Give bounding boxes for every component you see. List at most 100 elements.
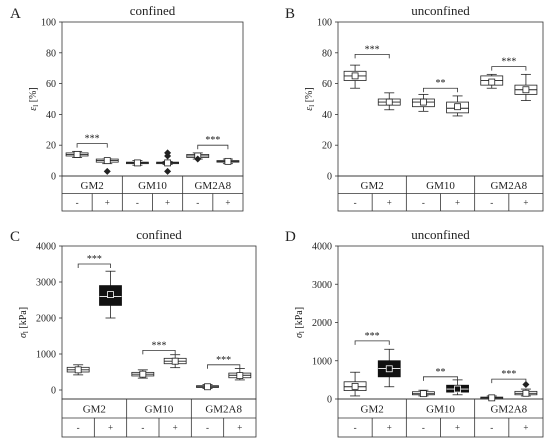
box-gm10-minus	[131, 369, 155, 379]
significance-bracket	[354, 53, 390, 59]
condition-label: -	[136, 197, 139, 207]
group-label: GM2	[361, 404, 384, 416]
y-axis-label: σl [kPa]	[18, 307, 30, 338]
panel-title: confined	[130, 3, 176, 18]
y-tick-label: 4000	[312, 242, 332, 253]
y-tick-label: 60	[46, 79, 56, 90]
significance-label: ***	[216, 355, 231, 366]
panel-letter: C	[10, 229, 20, 245]
box-gm10-minus	[412, 389, 435, 398]
box-gm2a8-minus	[186, 152, 210, 163]
box-gm2-plus	[377, 92, 401, 111]
significance-bracket	[207, 364, 241, 369]
significance-bracket	[423, 376, 458, 381]
condition-label: +	[105, 197, 110, 207]
mean-marker	[103, 157, 111, 165]
mean-marker	[454, 103, 461, 111]
group-label: GM2	[83, 404, 106, 416]
condition-label: -	[354, 197, 357, 207]
box-gm2a8-minus	[196, 383, 219, 391]
group-label: GM2A8	[194, 180, 231, 192]
y-tick-label: 80	[322, 48, 332, 59]
box-gm10-plus	[446, 95, 469, 117]
panel-title: confined	[136, 227, 182, 242]
significance-bracket	[423, 87, 458, 93]
condition-label: +	[237, 423, 242, 433]
mean-marker	[420, 98, 427, 106]
y-tick-label: 60	[322, 79, 332, 90]
outlier-marker	[522, 380, 530, 388]
significance-bracket	[491, 66, 527, 71]
significance-label: ***	[205, 135, 220, 146]
box-gm10-minus	[126, 159, 149, 167]
significance-label: ***	[365, 44, 380, 55]
mean-marker	[204, 383, 211, 391]
y-axis-label: σl [kPa]	[294, 307, 306, 338]
mean-marker	[454, 385, 461, 393]
y-tick-label: 0	[51, 386, 56, 397]
y-tick-label: 1000	[312, 356, 332, 367]
condition-label: -	[206, 423, 209, 433]
condition-label: +	[387, 423, 392, 433]
mean-marker	[488, 394, 496, 402]
condition-label: -	[76, 197, 79, 207]
box-gm2-minus	[343, 371, 367, 397]
mean-marker	[139, 370, 147, 378]
mean-marker	[74, 366, 82, 374]
outlier-marker	[164, 167, 172, 175]
significance-label: ***	[501, 57, 516, 68]
y-axis-label: εl [%]	[304, 87, 316, 110]
mean-marker	[488, 78, 496, 86]
mean-marker	[351, 382, 359, 390]
box-gm2a8-plus	[514, 73, 538, 101]
condition-label: +	[523, 423, 528, 433]
y-tick-label: 40	[46, 110, 56, 121]
condition-label: -	[354, 423, 357, 433]
y-tick-label: 2000	[36, 314, 56, 325]
box-gm2a8-plus	[216, 157, 240, 165]
box-gm2-minus	[66, 364, 90, 376]
box-gm2-plus	[377, 348, 401, 388]
mean-marker	[385, 365, 393, 373]
significance-bracket	[77, 263, 111, 268]
y-tick-label: 4000	[36, 242, 56, 253]
mean-marker	[351, 72, 359, 80]
box-gm10-plus	[446, 379, 469, 396]
group-label: GM2A8	[205, 404, 242, 416]
mean-marker	[107, 291, 114, 299]
significance-bracket	[197, 144, 229, 150]
significance-label: ***	[152, 340, 167, 351]
condition-label: -	[490, 423, 493, 433]
condition-label: +	[455, 423, 460, 433]
box-gm2-plus	[99, 270, 122, 319]
condition-label: -	[490, 197, 493, 207]
condition-label: -	[422, 197, 425, 207]
mean-marker	[171, 357, 179, 365]
y-tick-label: 0	[327, 172, 332, 183]
y-tick-label: 100	[317, 18, 332, 29]
significance-label: **	[436, 78, 446, 89]
mean-marker	[522, 86, 530, 94]
significance-label: ***	[501, 369, 516, 380]
condition-label: +	[108, 423, 113, 433]
condition-label: -	[141, 423, 144, 433]
box-gm2a8-minus	[480, 394, 504, 402]
mean-marker	[420, 390, 427, 398]
condition-label: -	[196, 197, 199, 207]
mean-marker	[224, 157, 232, 165]
y-tick-label: 0	[327, 395, 332, 406]
significance-bracket	[354, 340, 390, 345]
box-gm2-minus	[65, 150, 89, 158]
group-label: GM2A8	[490, 180, 527, 192]
significance-label: ***	[85, 134, 100, 145]
group-label: GM10	[145, 404, 174, 416]
mean-marker	[522, 389, 530, 397]
box-gm10-plus	[163, 354, 187, 369]
panel-letter: D	[285, 229, 296, 245]
mean-marker	[73, 151, 81, 158]
condition-label: +	[173, 423, 178, 433]
outlier-marker	[164, 149, 172, 157]
